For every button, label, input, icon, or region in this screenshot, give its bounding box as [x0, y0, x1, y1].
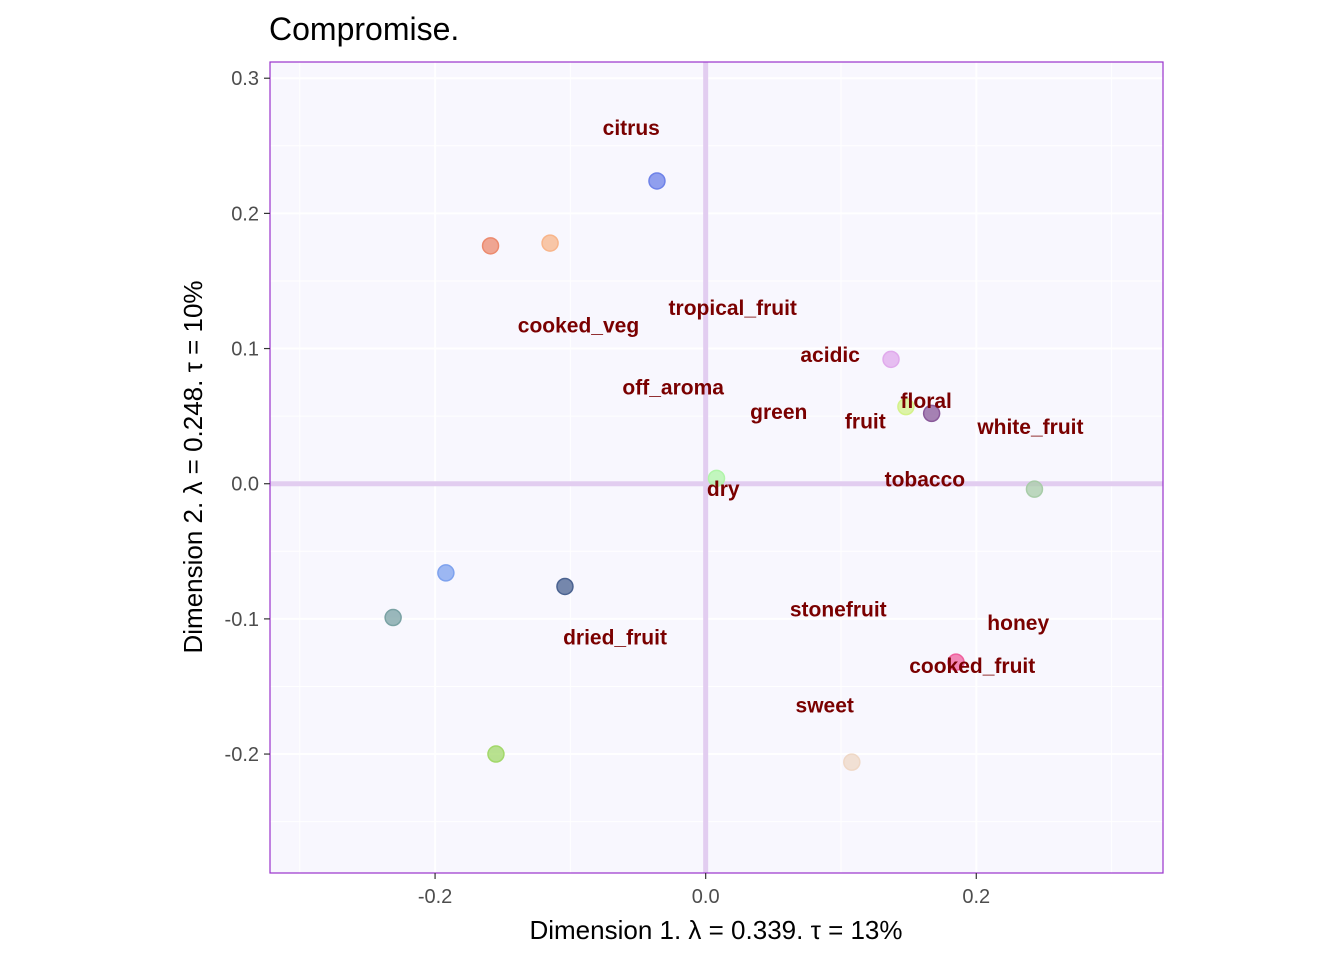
y-tick-label: -0.2 — [225, 744, 259, 766]
variable-label: stonefruit — [790, 598, 887, 621]
x-tick-label: -0.2 — [418, 886, 452, 908]
x-tick-label: 0.0 — [692, 886, 720, 908]
grid-lines — [270, 62, 1163, 873]
variable-label: off_aroma — [622, 377, 724, 400]
variable-label: citrus — [603, 117, 660, 140]
observation-point — [1025, 480, 1044, 498]
observation-point — [648, 172, 666, 190]
y-tick-label: 0.1 — [231, 339, 259, 361]
observation-points — [384, 172, 1044, 771]
variable-label: tobacco — [885, 469, 966, 492]
observation-point — [922, 404, 941, 423]
y-tick-label: 0.2 — [231, 203, 259, 225]
variable-label: cooked_veg — [518, 314, 639, 337]
variable-label: acidic — [800, 344, 860, 367]
y-tick-label: -0.1 — [225, 609, 259, 631]
observation-point — [897, 397, 915, 416]
observation-point — [707, 469, 726, 488]
x-axis: -0.2 0.0 0.2 — [418, 873, 990, 908]
variable-label: dry — [707, 478, 740, 501]
variable-label: floral — [901, 390, 952, 413]
x-axis-title: Dimension 1. λ = 0.339. τ = 13% — [529, 915, 902, 945]
variable-label: cooked_fruit — [909, 655, 1035, 678]
observation-point — [384, 608, 402, 627]
observation-point — [481, 237, 500, 255]
y-tick-label: 0.0 — [231, 474, 259, 496]
variable-label: fruit — [845, 410, 886, 433]
variable-label: honey — [987, 612, 1049, 635]
y-axis-title: Dimension 2. λ = 0.248. τ = 10% — [178, 280, 208, 653]
observation-point — [487, 745, 505, 763]
y-axis: -0.2 -0.1 0.0 0.1 0.2 0.3 — [225, 68, 270, 766]
observation-point — [947, 653, 965, 671]
observation-point — [541, 234, 559, 252]
variable-label: dried_fruit — [563, 627, 667, 650]
variable-label: white_fruit — [976, 416, 1083, 439]
plot-panel — [270, 62, 1163, 873]
plot-panel-border — [269, 61, 1164, 874]
observation-point — [882, 350, 900, 369]
variable-label: tropical_fruit — [669, 297, 797, 320]
variable-label: green — [750, 401, 807, 424]
x-tick-label: 0.2 — [962, 886, 990, 908]
y-tick-label: 0.3 — [231, 68, 259, 90]
chart-title: Compromise. — [269, 11, 459, 47]
observation-point — [556, 577, 574, 596]
observation-point — [437, 564, 455, 582]
observation-point — [843, 753, 861, 771]
variable-label: sweet — [796, 694, 854, 717]
